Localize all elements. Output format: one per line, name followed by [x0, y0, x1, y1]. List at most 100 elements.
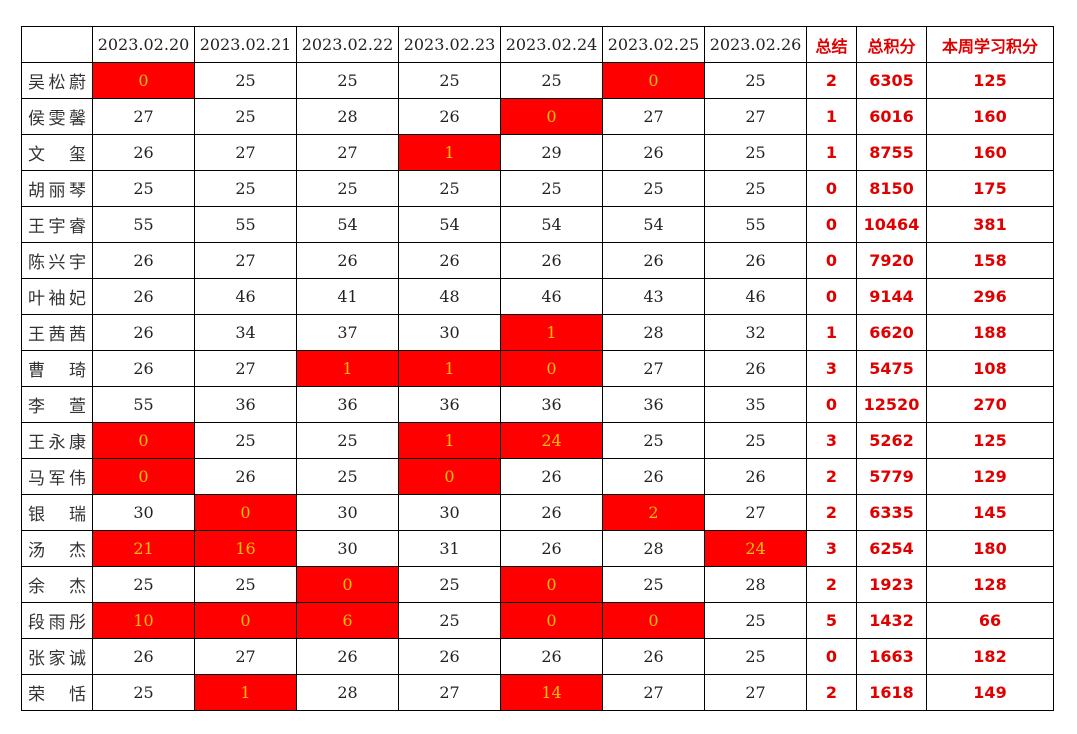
score-cell: 25 — [398, 170, 501, 207]
score-cell: 28 — [602, 314, 705, 351]
score-cell-flagged: 16 — [194, 530, 297, 567]
score-cell: 25 — [704, 602, 807, 639]
date-header: 2023.02.21 — [194, 26, 297, 63]
total-cell: 5475 — [856, 350, 927, 387]
score-cell: 25 — [398, 566, 501, 603]
score-cell: 25 — [92, 674, 195, 711]
score-cell: 27 — [92, 98, 195, 135]
score-cell: 55 — [194, 206, 297, 243]
total-cell: 5262 — [856, 422, 927, 459]
header-row: 2023.02.20 2023.02.21 2023.02.22 2023.02… — [21, 26, 1054, 63]
summary-cell: 0 — [806, 206, 857, 243]
score-cell: 25 — [194, 170, 297, 207]
score-cell: 27 — [398, 674, 501, 711]
score-cell: 27 — [602, 674, 705, 711]
score-cell: 36 — [296, 386, 399, 423]
total-cell: 6305 — [856, 62, 927, 99]
table-row: 王宇睿 55 55 54 54 54 54 55 0 10464 381 — [21, 206, 1054, 243]
score-cell-flagged: 0 — [500, 98, 603, 135]
summary-cell: 0 — [806, 638, 857, 675]
weekly-cell: 158 — [926, 242, 1054, 279]
table-row: 胡丽琴 25 25 25 25 25 25 25 0 8150 175 — [21, 170, 1054, 207]
student-name: 王宇睿 — [21, 206, 93, 243]
total-cell: 1923 — [856, 566, 927, 603]
weekly-cell: 128 — [926, 566, 1054, 603]
student-name: 胡丽琴 — [21, 170, 93, 207]
score-cell: 25 — [602, 170, 705, 207]
table-row: 叶袖妃 26 46 41 48 46 43 46 0 9144 296 — [21, 278, 1054, 315]
score-cell-flagged: 24 — [704, 530, 807, 567]
score-cell: 27 — [704, 98, 807, 135]
summary-cell: 2 — [806, 494, 857, 531]
weekly-cell: 160 — [926, 98, 1054, 135]
score-cell: 25 — [704, 134, 807, 171]
score-cell: 46 — [500, 278, 603, 315]
weekly-cell: 296 — [926, 278, 1054, 315]
score-cell: 26 — [704, 458, 807, 495]
score-cell-flagged: 0 — [194, 602, 297, 639]
total-cell: 5779 — [856, 458, 927, 495]
score-cell: 27 — [704, 494, 807, 531]
score-cell: 29 — [500, 134, 603, 171]
total-cell: 8755 — [856, 134, 927, 171]
total-cell: 1618 — [856, 674, 927, 711]
score-cell: 27 — [602, 98, 705, 135]
score-cell: 26 — [602, 638, 705, 675]
score-cell-flagged: 10 — [92, 602, 195, 639]
total-cell: 1663 — [856, 638, 927, 675]
weekly-cell: 145 — [926, 494, 1054, 531]
weekly-header: 本周学习积分 — [926, 26, 1054, 63]
student-name: 汤杰 — [21, 530, 93, 567]
score-cell: 25 — [296, 170, 399, 207]
score-cell: 27 — [704, 674, 807, 711]
summary-cell: 1 — [806, 314, 857, 351]
total-cell: 6016 — [856, 98, 927, 135]
student-name: 银瑞 — [21, 494, 93, 531]
score-cell: 25 — [194, 98, 297, 135]
score-cell: 36 — [194, 386, 297, 423]
table-row: 荣恬 25 1 28 27 14 27 27 2 1618 149 — [21, 674, 1054, 711]
score-cell: 26 — [602, 458, 705, 495]
score-cell: 26 — [92, 350, 195, 387]
score-cell-flagged: 0 — [500, 350, 603, 387]
total-cell: 6335 — [856, 494, 927, 531]
score-cell: 26 — [398, 242, 501, 279]
summary-cell: 2 — [806, 62, 857, 99]
table-row: 段雨彤 10 0 6 25 0 0 25 5 1432 66 — [21, 602, 1054, 639]
total-header: 总积分 — [856, 26, 927, 63]
table-row: 张家诚 26 27 26 26 26 26 25 0 1663 182 — [21, 638, 1054, 675]
table-row: 陈兴宇 26 27 26 26 26 26 26 0 7920 158 — [21, 242, 1054, 279]
table-row: 文玺 26 27 27 1 29 26 25 1 8755 160 — [21, 134, 1054, 171]
summary-cell: 0 — [806, 278, 857, 315]
weekly-cell: 66 — [926, 602, 1054, 639]
score-cell: 25 — [194, 62, 297, 99]
score-cell: 27 — [602, 350, 705, 387]
weekly-cell: 180 — [926, 530, 1054, 567]
score-cell: 55 — [92, 386, 195, 423]
score-cell: 26 — [602, 134, 705, 171]
score-cell: 25 — [92, 566, 195, 603]
table-row: 银瑞 30 0 30 30 26 2 27 2 6335 145 — [21, 494, 1054, 531]
weekly-cell: 160 — [926, 134, 1054, 171]
score-cell: 26 — [602, 242, 705, 279]
table-row: 王永康 0 25 25 1 24 25 25 3 5262 125 — [21, 422, 1054, 459]
score-cell: 26 — [92, 638, 195, 675]
student-name: 叶袖妃 — [21, 278, 93, 315]
weekly-cell: 381 — [926, 206, 1054, 243]
score-cell-flagged: 0 — [398, 458, 501, 495]
score-cell: 25 — [296, 458, 399, 495]
score-cell: 25 — [398, 62, 501, 99]
table-row: 李萱 55 36 36 36 36 36 35 0 12520 270 — [21, 386, 1054, 423]
total-cell: 1432 — [856, 602, 927, 639]
score-cell: 46 — [704, 278, 807, 315]
student-name: 荣恬 — [21, 674, 93, 711]
student-name: 文玺 — [21, 134, 93, 171]
score-cell-flagged: 0 — [602, 602, 705, 639]
score-cell: 30 — [92, 494, 195, 531]
score-cell: 26 — [704, 350, 807, 387]
score-cell-flagged: 1 — [500, 314, 603, 351]
score-cell: 30 — [398, 314, 501, 351]
table-row: 余杰 25 25 0 25 0 25 28 2 1923 128 — [21, 566, 1054, 603]
score-cell: 27 — [296, 134, 399, 171]
student-name: 马军伟 — [21, 458, 93, 495]
